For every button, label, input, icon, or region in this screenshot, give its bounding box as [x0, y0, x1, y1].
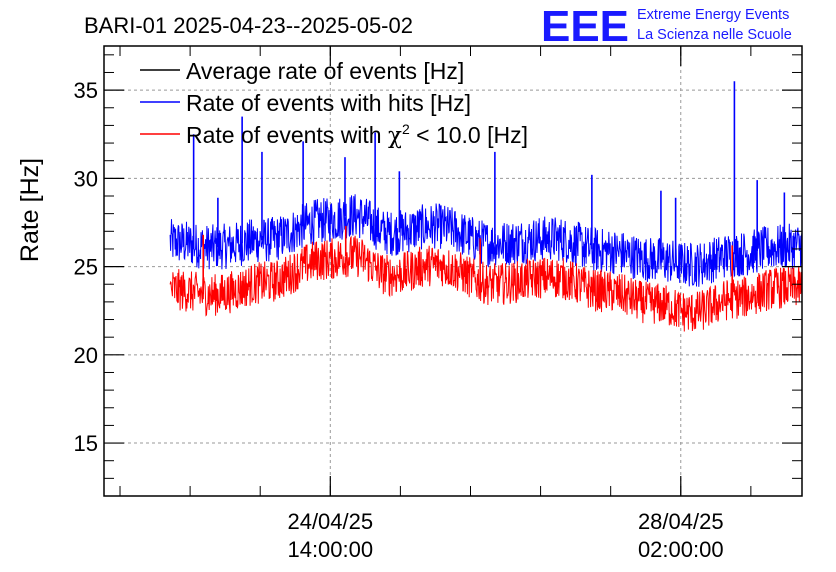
legend-label-average: Average rate of events [Hz]: [186, 58, 464, 84]
y-tick-label: 30: [74, 166, 98, 191]
series-hits-trace: [169, 194, 803, 287]
x-tick-label-time: 14:00:00: [287, 537, 373, 562]
y-tick-label: 25: [74, 255, 98, 280]
legend: Average rate of events [Hz] Rate of even…: [140, 58, 528, 149]
logo-line-1: Extreme Energy Events: [637, 7, 789, 23]
y-tick-labels: 15 20 25 30 35: [74, 78, 98, 456]
legend-chi2-symbol: χ: [388, 123, 402, 149]
chart-title: BARI-01 2025-04-23--2025-05-02: [84, 13, 413, 38]
legend-label-hits: Rate of events with hits [Hz]: [186, 90, 471, 116]
eee-logo: EEE Extreme Energy Events La Scienza nel…: [541, 2, 792, 51]
series-chi2-trace: [169, 235, 803, 332]
x-tick-label-time: 02:00:00: [638, 537, 724, 562]
ticks-layer: [104, 46, 802, 497]
y-tick-label: 20: [74, 343, 98, 368]
logo-line-2: La Scienza nelle Scuole: [637, 27, 792, 43]
logo-mark: EEE: [541, 2, 629, 51]
series-layer: [169, 81, 803, 332]
x-tick-label-date: 28/04/25: [638, 509, 724, 534]
y-axis-label: Rate [Hz]: [16, 158, 44, 262]
legend-label-chi2: Rate of events with χ2 < 10.0 [Hz]: [186, 121, 528, 149]
legend-chi2-prefix: Rate of events with: [186, 122, 388, 148]
plot-frame: [103, 45, 803, 497]
y-tick-label: 35: [74, 78, 98, 103]
legend-chi2-sup: 2: [402, 121, 410, 137]
legend-chi2-suffix: < 10.0 [Hz]: [410, 122, 528, 148]
y-tick-label: 15: [74, 431, 98, 456]
x-tick-labels: 24/04/25 14:00:00 28/04/25 02:00:00: [287, 509, 723, 562]
x-tick-label-date: 24/04/25: [287, 509, 373, 534]
grid-layer: [104, 46, 802, 496]
